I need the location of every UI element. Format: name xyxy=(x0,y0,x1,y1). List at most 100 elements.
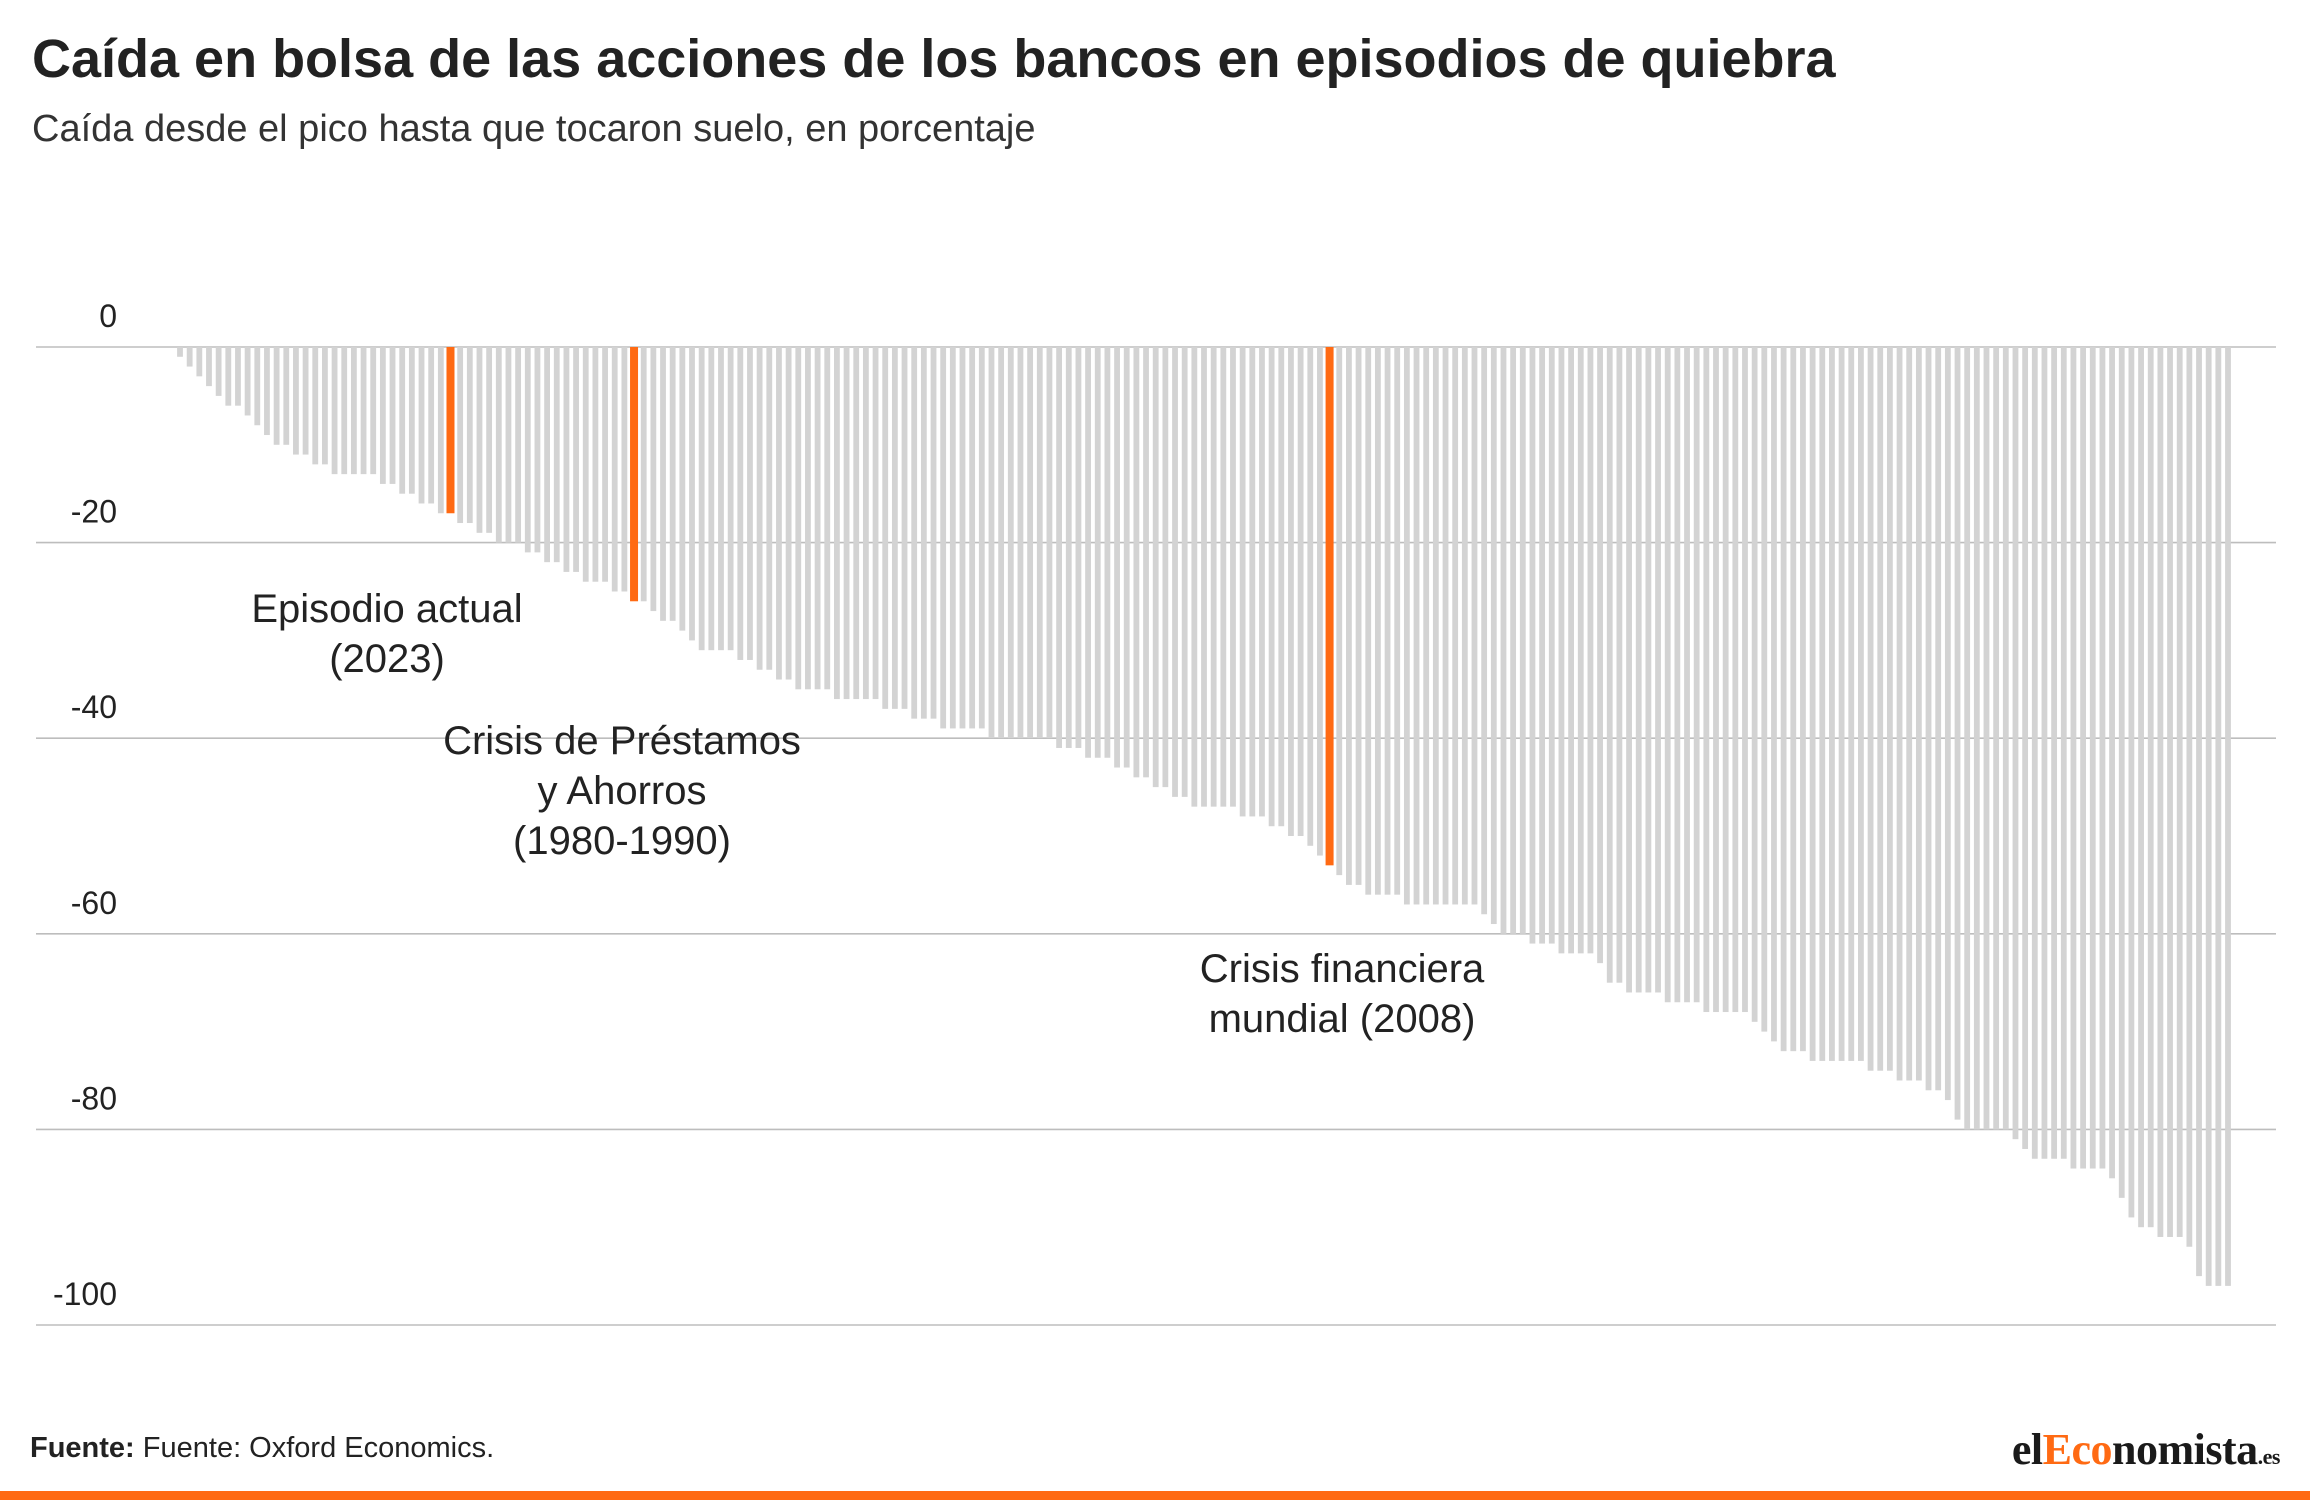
annotation-label: Crisis de Préstamos xyxy=(443,719,801,763)
highlight-bar xyxy=(630,347,639,602)
bar xyxy=(505,347,512,543)
bar xyxy=(1017,347,1024,739)
bar xyxy=(2225,347,2231,1286)
annotation-label: (2023) xyxy=(329,637,445,681)
bar xyxy=(1983,347,1990,1130)
chart-title: Caída en bolsa de las acciones de los ba… xyxy=(32,29,1836,89)
bar xyxy=(891,347,898,709)
bar xyxy=(1036,347,1043,739)
bar xyxy=(1973,347,1980,1130)
bar xyxy=(264,347,270,436)
bar xyxy=(534,347,541,553)
bar xyxy=(428,347,435,504)
bar xyxy=(1442,347,1449,905)
bar xyxy=(573,347,579,572)
bar xyxy=(1500,347,1507,934)
bar xyxy=(1471,347,1478,905)
bar xyxy=(814,347,821,690)
annotations: Episodio actual (2023) Crisis de Préstamos… xyxy=(251,587,1485,1041)
bar xyxy=(1152,347,1159,788)
bar xyxy=(1877,347,1884,1071)
bar xyxy=(1403,347,1410,905)
bar xyxy=(1046,347,1053,739)
bar xyxy=(1616,347,1623,983)
bar xyxy=(1819,347,1826,1061)
bar xyxy=(1655,347,1661,993)
bar xyxy=(1848,347,1855,1061)
bar xyxy=(2128,347,2135,1218)
y-tick-label: -80 xyxy=(71,1080,117,1116)
bar xyxy=(1529,347,1536,944)
bar xyxy=(1230,347,1236,807)
bar xyxy=(1800,347,1806,1052)
bar xyxy=(834,347,840,700)
annotation-label: (1980-1990) xyxy=(513,819,731,863)
logo-highlight: Eco xyxy=(2042,1425,2113,1474)
bar xyxy=(1413,347,1420,905)
bar xyxy=(1751,347,1758,1022)
bar xyxy=(2080,347,2086,1169)
highlight-bar xyxy=(446,347,455,514)
chart-subtitle: Caída desde el pico hasta que tocaron su… xyxy=(32,108,1036,150)
logo-suffix: nomista xyxy=(2112,1425,2258,1474)
bar xyxy=(1693,347,1700,1003)
bar xyxy=(2089,347,2096,1169)
bar xyxy=(998,347,1005,739)
bar xyxy=(756,347,763,670)
bar xyxy=(1249,347,1256,817)
bar xyxy=(949,347,956,729)
bar xyxy=(1742,347,1748,1013)
bar xyxy=(244,347,251,416)
bar xyxy=(322,347,328,465)
bar xyxy=(1133,347,1140,778)
bar xyxy=(1394,347,1401,895)
bar xyxy=(1886,347,1893,1071)
bar xyxy=(2118,347,2125,1198)
bar xyxy=(1809,347,1816,1061)
bar xyxy=(1172,347,1178,797)
logo-tld: .es xyxy=(2257,1444,2281,1469)
bar xyxy=(1365,347,1372,895)
bar xyxy=(872,347,879,700)
bar xyxy=(1703,347,1710,1013)
bar xyxy=(360,347,367,475)
bar xyxy=(2002,347,2009,1130)
bar xyxy=(1925,347,1932,1091)
bar xyxy=(689,347,695,641)
bar xyxy=(1355,347,1362,885)
bar xyxy=(2196,347,2202,1277)
bar xyxy=(669,347,676,621)
bar xyxy=(660,347,666,621)
bar xyxy=(1210,347,1217,807)
bar xyxy=(1007,347,1014,739)
bar xyxy=(312,347,319,465)
bar xyxy=(1577,347,1584,954)
bar xyxy=(1761,347,1768,1032)
bar xyxy=(785,347,792,680)
bar xyxy=(592,347,599,582)
y-tick-label: -20 xyxy=(71,494,117,530)
bar xyxy=(408,347,415,494)
bar xyxy=(1539,347,1546,944)
y-axis-tick-labels: 0 -20 -40 -60 -80 -100 xyxy=(53,298,117,1312)
bar xyxy=(1906,347,1913,1081)
bar xyxy=(1664,347,1671,1003)
bar xyxy=(495,347,502,543)
bar xyxy=(611,347,618,592)
bar xyxy=(1056,347,1062,748)
logo-prefix: el xyxy=(2011,1425,2043,1474)
bar xyxy=(930,347,937,719)
bar xyxy=(466,347,473,524)
bar xyxy=(882,347,889,709)
bar xyxy=(293,347,299,455)
bar xyxy=(698,347,705,651)
bar xyxy=(1645,347,1652,993)
bar xyxy=(225,347,232,406)
bar xyxy=(1336,347,1343,876)
bar xyxy=(1432,347,1439,905)
bar xyxy=(1713,347,1719,1013)
bar xyxy=(2176,347,2183,1237)
bar xyxy=(2099,347,2106,1169)
bar xyxy=(370,347,377,475)
bar xyxy=(1346,347,1352,885)
